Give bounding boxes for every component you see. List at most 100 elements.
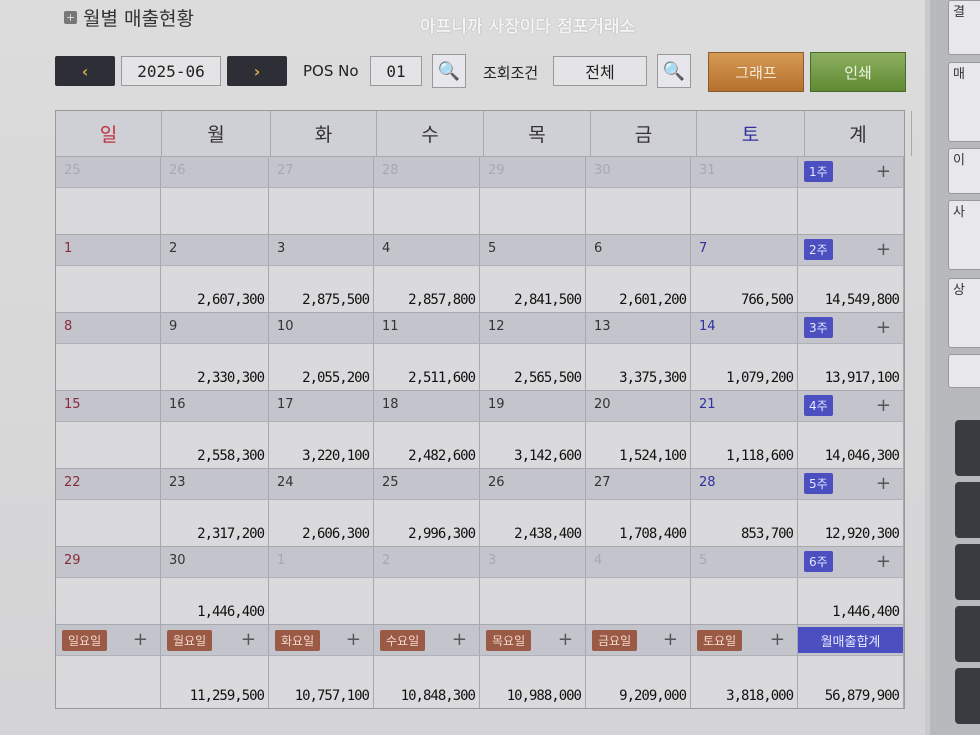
day-cell[interactable]: 10 [269, 313, 374, 343]
day-cell[interactable]: 15 [56, 391, 161, 421]
day-amount-cell[interactable]: 2,055,200 [269, 344, 374, 390]
day-amount-cell[interactable] [374, 578, 480, 624]
day-amount-cell[interactable]: 2,438,400 [480, 500, 586, 546]
side-button[interactable]: 상 [948, 278, 980, 348]
day-amount-cell[interactable]: 2,601,200 [586, 266, 691, 312]
day-amount-cell[interactable] [691, 188, 798, 234]
day-amount-cell[interactable]: 1,118,600 [691, 422, 798, 468]
day-cell[interactable]: 23 [161, 469, 269, 499]
day-cell[interactable]: 29 [480, 157, 586, 187]
day-cell[interactable]: 11 [374, 313, 480, 343]
plus-icon[interactable]: + [875, 395, 891, 416]
day-cell[interactable]: 26 [480, 469, 586, 499]
day-cell[interactable]: 4 [374, 235, 480, 265]
month-total-button[interactable]: 월매출합계 [798, 627, 903, 653]
week-label-button[interactable]: 6주 [804, 551, 833, 572]
day-amount-cell[interactable]: 2,317,200 [161, 500, 269, 546]
day-amount-cell[interactable]: 2,565,500 [480, 344, 586, 390]
day-amount-cell[interactable] [586, 578, 691, 624]
side-dark-button[interactable] [955, 606, 980, 662]
plus-icon[interactable]: + [875, 551, 891, 572]
weekday-total-button[interactable]: 화요일 [275, 630, 321, 651]
week-label-button[interactable]: 4주 [804, 395, 833, 416]
day-cell[interactable]: 5 [691, 547, 798, 577]
side-dark-button[interactable] [955, 482, 980, 538]
day-cell[interactable]: 29 [56, 547, 161, 577]
day-cell[interactable]: 1 [56, 235, 161, 265]
day-amount-cell[interactable]: 3,375,300 [586, 344, 691, 390]
pos-no-field[interactable]: 01 [370, 56, 422, 86]
day-cell[interactable]: 3 [269, 235, 374, 265]
side-dark-button[interactable] [955, 544, 980, 600]
side-button[interactable]: 이 [948, 148, 980, 194]
side-button[interactable] [948, 354, 980, 388]
week-label-button[interactable]: 3주 [804, 317, 833, 338]
day-cell[interactable]: 5 [480, 235, 586, 265]
print-button[interactable]: 인쇄 [810, 52, 906, 92]
day-cell[interactable]: 19 [480, 391, 586, 421]
day-amount-cell[interactable]: 1,708,400 [586, 500, 691, 546]
pos-search-button[interactable]: 🔍 [432, 54, 466, 88]
day-amount-cell[interactable]: 2,511,600 [374, 344, 480, 390]
day-amount-cell[interactable]: 1,524,100 [586, 422, 691, 468]
weekday-total-button[interactable]: 수요일 [380, 630, 426, 651]
day-amount-cell[interactable] [56, 422, 161, 468]
plus-icon[interactable]: + [875, 239, 891, 260]
day-cell[interactable]: 9 [161, 313, 269, 343]
day-cell[interactable]: 1 [269, 547, 374, 577]
day-amount-cell[interactable] [56, 266, 161, 312]
day-cell[interactable]: 18 [374, 391, 480, 421]
day-amount-cell[interactable]: 2,857,800 [374, 266, 480, 312]
next-month-button[interactable]: › [227, 56, 287, 86]
week-label-button[interactable]: 1주 [804, 161, 833, 182]
side-button[interactable]: 매 [948, 62, 980, 142]
day-cell[interactable]: 3 [480, 547, 586, 577]
day-amount-cell[interactable] [56, 578, 161, 624]
day-cell[interactable]: 7 [691, 235, 798, 265]
collapse-icon[interactable]: + [64, 11, 77, 24]
day-amount-cell[interactable]: 1,446,400 [161, 578, 269, 624]
day-amount-cell[interactable] [269, 578, 374, 624]
graph-button[interactable]: 그래프 [708, 52, 804, 92]
side-dark-button[interactable] [955, 668, 980, 724]
weekday-total-button[interactable]: 월요일 [167, 630, 213, 651]
week-label-button[interactable]: 5주 [804, 473, 833, 494]
day-cell[interactable]: 25 [56, 157, 161, 187]
weekday-total-button[interactable]: 토요일 [697, 630, 743, 651]
day-amount-cell[interactable]: 2,606,300 [269, 500, 374, 546]
day-amount-cell[interactable] [56, 500, 161, 546]
side-button[interactable]: 결 [948, 0, 980, 55]
day-cell[interactable]: 31 [691, 157, 798, 187]
day-amount-cell[interactable] [691, 578, 798, 624]
week-label-button[interactable]: 2주 [804, 239, 833, 260]
day-cell[interactable]: 24 [269, 469, 374, 499]
day-cell[interactable]: 30 [161, 547, 269, 577]
day-cell[interactable]: 13 [586, 313, 691, 343]
plus-icon[interactable]: + [875, 317, 891, 338]
day-amount-cell[interactable] [56, 188, 161, 234]
prev-month-button[interactable]: ‹ [55, 56, 115, 86]
day-amount-cell[interactable]: 853,700 [691, 500, 798, 546]
day-cell[interactable]: 16 [161, 391, 269, 421]
plus-icon[interactable]: + [451, 629, 467, 650]
day-cell[interactable]: 28 [691, 469, 798, 499]
weekday-total-button[interactable]: 목요일 [486, 630, 532, 651]
day-cell[interactable]: 2 [374, 547, 480, 577]
day-amount-cell[interactable] [480, 188, 586, 234]
day-cell[interactable]: 22 [56, 469, 161, 499]
day-amount-cell[interactable]: 2,875,500 [269, 266, 374, 312]
day-amount-cell[interactable] [161, 188, 269, 234]
plus-icon[interactable]: + [769, 629, 785, 650]
day-cell[interactable]: 2 [161, 235, 269, 265]
side-dark-button[interactable] [955, 420, 980, 476]
day-amount-cell[interactable] [269, 188, 374, 234]
day-cell[interactable]: 8 [56, 313, 161, 343]
plus-icon[interactable]: + [132, 629, 148, 650]
day-amount-cell[interactable]: 3,142,600 [480, 422, 586, 468]
day-amount-cell[interactable] [374, 188, 480, 234]
weekday-total-button[interactable]: 일요일 [62, 630, 108, 651]
day-amount-cell[interactable]: 766,500 [691, 266, 798, 312]
day-amount-cell[interactable]: 2,482,600 [374, 422, 480, 468]
day-cell[interactable]: 26 [161, 157, 269, 187]
day-amount-cell[interactable]: 2,607,300 [161, 266, 269, 312]
